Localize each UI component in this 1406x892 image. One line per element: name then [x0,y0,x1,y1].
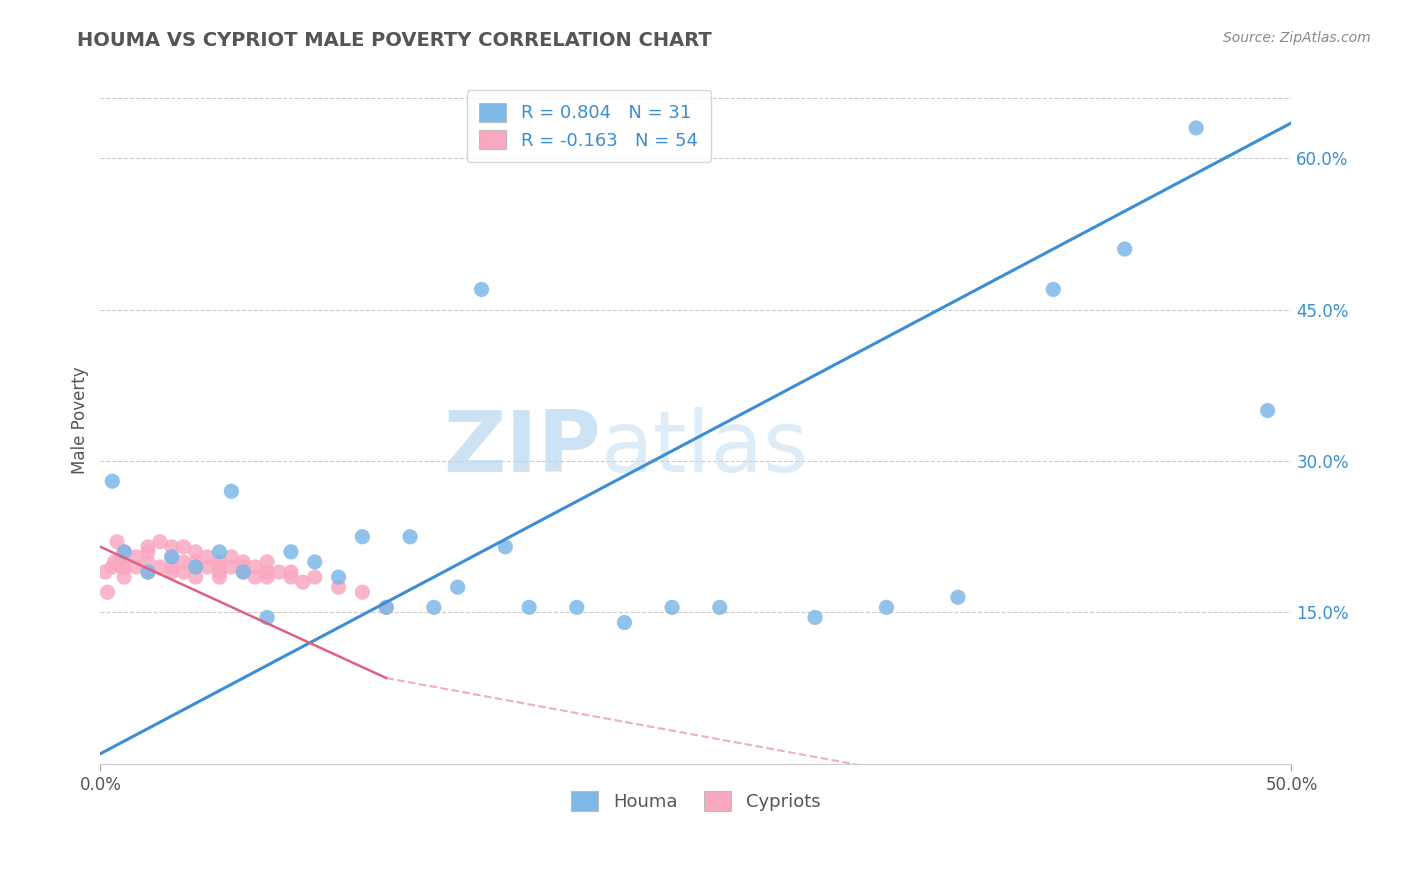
Point [221,549,243,564]
Point [108,555,131,569]
Point [232,560,254,574]
Point [112,545,135,559]
Point [375,600,398,615]
Point [105,534,128,549]
Text: atlas: atlas [600,407,808,490]
Point [125,549,148,564]
Text: ZIP: ZIP [443,407,600,490]
Point [399,530,422,544]
Point [304,570,326,584]
Point [1114,242,1136,256]
Point [208,565,231,579]
Point [470,282,492,296]
Point [111,560,134,574]
Point [221,560,243,574]
Point [136,540,159,554]
Point [946,591,969,605]
Point [184,560,207,574]
Point [375,600,398,615]
Point [160,565,183,579]
Text: Source: ZipAtlas.com: Source: ZipAtlas.com [1223,31,1371,45]
Point [267,565,290,579]
Point [101,560,124,574]
Point [221,484,243,499]
Point [245,560,267,574]
Point [112,570,135,584]
Point [136,565,159,579]
Point [804,610,827,624]
Point [709,600,731,615]
Point [184,570,207,584]
Point [125,560,148,574]
Point [197,549,219,564]
Point [280,565,302,579]
Point [208,570,231,584]
Point [96,585,118,599]
Point [661,600,683,615]
Point [328,580,350,594]
Point [173,555,195,569]
Point [1042,282,1064,296]
Point [352,530,374,544]
Point [184,560,207,574]
Point [184,555,207,569]
Point [208,560,231,574]
Point [245,570,267,584]
Point [565,600,588,615]
Point [184,545,207,559]
Point [613,615,636,630]
Point [304,555,326,569]
Legend: Houma, Cypriots: Houma, Cypriots [558,778,834,823]
Point [136,545,159,559]
Point [1257,403,1279,417]
Point [208,555,231,569]
Point [197,560,219,574]
Point [160,549,183,564]
Point [352,585,374,599]
Point [149,534,172,549]
Point [112,560,135,574]
Point [104,555,127,569]
Point [160,549,183,564]
Text: HOUMA VS CYPRIOT MALE POVERTY CORRELATION CHART: HOUMA VS CYPRIOT MALE POVERTY CORRELATIO… [77,31,711,50]
Point [184,560,207,574]
Point [494,540,516,554]
Point [256,555,278,569]
Point [136,555,159,569]
Point [160,540,183,554]
Point [112,545,135,559]
Point [136,565,159,579]
Point [256,565,278,579]
Point [232,565,254,579]
Point [173,540,195,554]
Y-axis label: Male Poverty: Male Poverty [72,367,89,475]
Point [280,570,302,584]
Point [423,600,446,615]
Point [517,600,540,615]
Point [1185,120,1208,135]
Point [232,565,254,579]
Point [280,545,302,559]
Point [232,555,254,569]
Point [256,610,278,624]
Point [447,580,470,594]
Point [160,560,183,574]
Point [291,575,314,590]
Point [208,545,231,559]
Point [173,565,195,579]
Point [149,560,172,574]
Point [256,570,278,584]
Point [94,565,117,579]
Point [875,600,897,615]
Point [328,570,350,584]
Point [101,474,124,488]
